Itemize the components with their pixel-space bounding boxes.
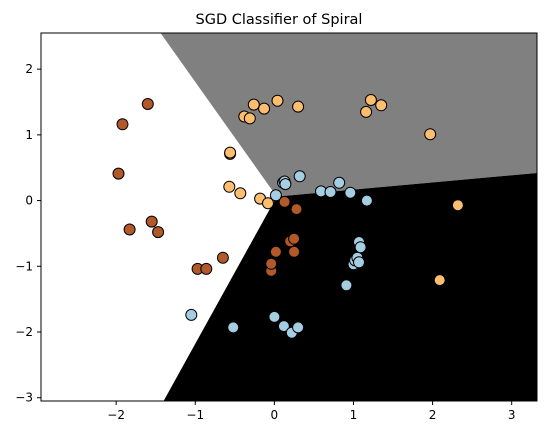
data-point-class-1-15 [424,128,437,141]
data-point-class-0-8 [216,251,229,264]
data-points [112,94,464,339]
x-axis: −2 −1 0 1 2 3 [107,401,516,422]
data-point-class-1-11 [292,100,305,113]
plot-frame [40,32,538,402]
data-point-class-0-2 [123,223,136,236]
data-point-class-1-3 [234,187,247,200]
data-point-class-1-12 [360,105,373,118]
data-point-class-2-19 [353,256,365,269]
data-point-class-1-9 [262,197,274,210]
data-point-class-2-14 [340,279,353,292]
y-tick-label: 0 [25,194,33,208]
y-tick-label: −3 [15,391,33,405]
data-point-class-1-17 [451,199,464,212]
data-point-class-2-12 [324,186,337,198]
data-point-class-0-10 [265,257,278,270]
y-tick-label: −2 [15,325,33,339]
data-point-class-1-14 [375,99,388,112]
data-point-class-0-0 [112,167,125,180]
data-point-class-2-15 [344,186,357,199]
data-point-class-0-4 [145,215,158,228]
data-point-class-2-7 [277,320,290,333]
data-point-class-1-1 [224,146,237,159]
data-point-class-2-1 [227,321,240,334]
data-point-class-2-21 [354,241,367,254]
data-point-class-2-22 [360,194,373,207]
data-point-class-0-7 [200,262,213,275]
data-point-class-0-11 [269,245,282,258]
y-tick-label: −1 [15,259,33,273]
y-tick-label: 1 [25,128,33,142]
y-axis: −3 −2 −1 0 1 2 [15,62,41,405]
x-tick-label: 3 [508,408,516,422]
x-tick-label: 0 [271,408,279,422]
x-tick-label: 1 [350,408,358,422]
decision-regions [41,33,537,401]
data-point-class-1-10 [271,94,284,107]
data-point-class-2-3 [269,189,282,202]
data-point-class-1-2 [223,180,236,193]
data-point-class-0-1 [116,118,129,131]
data-point-class-0-14 [288,232,301,245]
data-point-class-1-6 [247,98,260,111]
data-point-class-1-13 [364,94,377,106]
data-point-class-2-6 [279,178,292,191]
data-point-class-1-16 [433,274,446,287]
data-point-class-2-13 [333,176,346,189]
x-tick-label: 2 [429,408,437,422]
data-point-class-0-15 [288,245,301,258]
x-tick-label: −1 [186,408,204,422]
data-point-class-2-9 [292,321,305,334]
data-point-class-2-10 [293,170,306,183]
decision-region-1 [160,33,537,197]
data-point-class-2-2 [268,310,281,323]
data-point-class-0-3 [141,98,154,110]
data-point-class-0-12 [278,195,291,208]
decision-region-0 [41,33,277,401]
data-point-class-0-5 [152,226,165,239]
y-tick-label: 2 [25,62,33,76]
x-tick-label: −2 [107,408,125,422]
data-point-class-0-16 [290,203,303,216]
data-point-class-2-0 [185,308,198,321]
data-point-class-1-8 [258,102,271,115]
chart-title: SGD Classifier of Spiral [196,12,363,28]
data-point-class-1-5 [243,112,256,125]
